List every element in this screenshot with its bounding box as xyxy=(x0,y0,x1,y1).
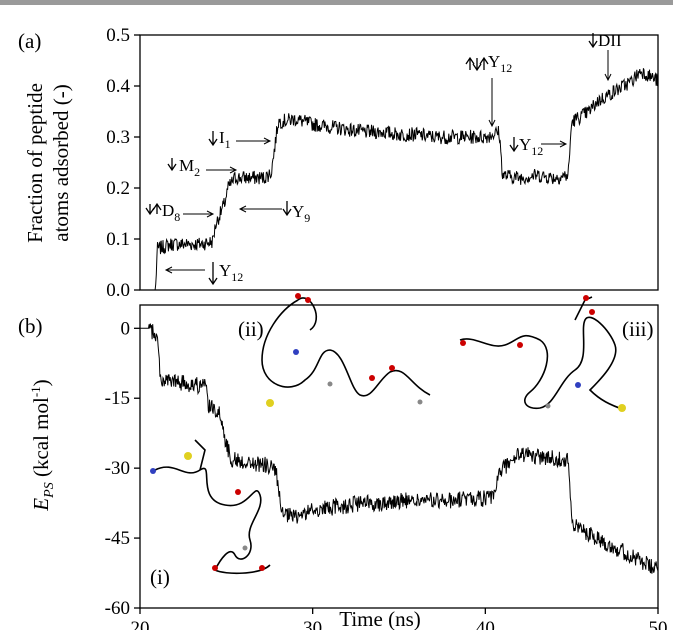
panel-b-ytick-label-0: 0 xyxy=(121,318,131,339)
annotation-y9: Y9 xyxy=(238,201,310,225)
panel-b-ytick-label-3: -45 xyxy=(105,528,130,549)
panel-b-series-line xyxy=(140,323,659,574)
panel-b-xtick-label-0: 20 xyxy=(131,618,150,630)
panel-b-xtick-label-3: 50 xyxy=(649,618,668,630)
panel-a-label: (a) xyxy=(18,29,41,53)
panel-a-ytick-label-1: 0.1 xyxy=(106,229,130,250)
x-axis-label: Time (ns) xyxy=(339,607,421,630)
annotation-y9-text: Y9 xyxy=(292,202,310,225)
panel-a: 0.0 0.1 0.2 0.3 0.4 0.5 (a) Fraction of pepti… xyxy=(18,25,659,301)
panel-b-ylabel-text: EPS (kcal mol-1) xyxy=(28,379,57,511)
panel-b-xtick-label-1: 30 xyxy=(303,618,322,630)
annotation-y12-bottom: Y12 xyxy=(164,261,243,286)
annotation-y12-top: Y12 xyxy=(465,52,512,128)
molecule-i-image xyxy=(150,439,271,575)
annotation-dii: DII xyxy=(588,31,622,82)
annotation-d8-text: D8 xyxy=(162,201,180,224)
panel-a-ytick-label-3: 0.3 xyxy=(106,127,130,148)
annotation-m2: M2 xyxy=(167,156,238,179)
panel-b-ytick-label-1: -15 xyxy=(105,388,130,409)
annotation-y12-right: Y12 xyxy=(509,135,568,158)
panel-a-ytick-label-2: 0.2 xyxy=(106,178,130,199)
panel-a-ylabel: Fraction of peptide atoms adsorbed (-) xyxy=(23,83,73,243)
panel-a-ytick-label-0: 0.0 xyxy=(106,280,130,301)
panel-b-axes-frame xyxy=(139,304,659,609)
molecule-i-label: (i) xyxy=(150,565,170,589)
panel-b-ylabel: EPS (kcal mol-1) xyxy=(28,379,57,511)
annotation-y12-top-text: Y12 xyxy=(488,52,512,75)
annotation-dii-text: DII xyxy=(598,31,622,50)
annotation-i1-text: I1 xyxy=(219,128,231,151)
top-rule xyxy=(0,0,673,5)
panel-a-ticks: 0.0 0.1 0.2 0.3 0.4 0.5 xyxy=(106,25,140,301)
panel-a-ytick-label-5: 0.5 xyxy=(106,25,130,46)
panel-b-ytick-label-2: -30 xyxy=(105,458,130,479)
panel-a-ytick-label-4: 0.4 xyxy=(106,76,130,97)
annotation-i1: I1 xyxy=(208,128,272,151)
molecule-iii-image xyxy=(459,295,626,412)
annotation-y12-right-text: Y12 xyxy=(519,135,543,158)
panel-a-ylabel-line2: atoms adsorbed (-) xyxy=(49,84,73,241)
molecule-ii-label: (ii) xyxy=(238,317,264,341)
panel-a-series-line xyxy=(140,68,659,291)
panel-b-ytick-label-4: -60 xyxy=(105,598,130,619)
panel-b-xtick-label-2: 40 xyxy=(476,618,495,630)
panel-b-label: (b) xyxy=(18,314,43,338)
annotation-d8: D8 xyxy=(145,201,215,224)
annotation-y12-bottom-text: Y12 xyxy=(219,261,243,284)
panel-a-ylabel-line1: Fraction of peptide xyxy=(23,83,47,243)
molecule-ii-image xyxy=(261,293,431,407)
molecule-iii-label: (iii) xyxy=(622,317,654,341)
annotation-m2-text: M2 xyxy=(179,156,200,179)
panel-a-axes-frame xyxy=(139,34,659,291)
